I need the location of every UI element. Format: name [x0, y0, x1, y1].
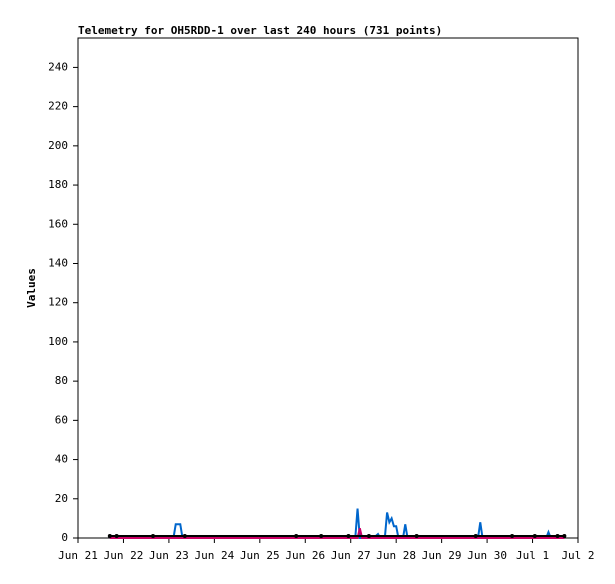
chart-title: Telemetry for OH5RDD-1 over last 240 hou… — [78, 24, 442, 37]
y-tick-label: 240 — [48, 60, 68, 73]
x-tick-label: Jul 1 — [516, 549, 549, 562]
point — [555, 534, 560, 539]
series-line — [109, 527, 565, 539]
point — [414, 534, 419, 539]
x-tick-label: Jul 2 — [561, 549, 594, 562]
y-tick-label: 40 — [55, 453, 68, 466]
x-tick-label: Jun 21 — [58, 549, 98, 562]
y-axis-label: Values — [25, 268, 38, 308]
point — [107, 534, 112, 539]
point — [182, 534, 187, 539]
y-tick-label: 120 — [48, 296, 68, 309]
y-tick-label: 80 — [55, 374, 68, 387]
x-tick-label: Jun 24 — [194, 549, 234, 562]
y-tick-label: 100 — [48, 335, 68, 348]
plot-frame — [77, 37, 579, 539]
point — [366, 534, 371, 539]
point — [114, 534, 119, 539]
x-tick-label: Jun 23 — [149, 549, 189, 562]
point — [319, 534, 324, 539]
x-tick-label: Jun 29 — [422, 549, 462, 562]
point — [562, 534, 567, 539]
y-tick-label: 180 — [48, 178, 68, 191]
point — [473, 534, 478, 539]
y-tick-label: 160 — [48, 217, 68, 230]
x-tick-label: Jun 30 — [467, 549, 507, 562]
y-tick-label: 20 — [55, 492, 68, 505]
x-tick-label: Jun 22 — [104, 549, 144, 562]
y-tick-label: 200 — [48, 139, 68, 152]
x-tick-label: Jun 28 — [376, 549, 416, 562]
y-tick-label: 0 — [61, 531, 68, 544]
y-tick-label: 60 — [55, 413, 68, 426]
point — [510, 534, 515, 539]
point — [532, 534, 537, 539]
x-tick-label: Jun 25 — [240, 549, 280, 562]
x-tick-label: Jun 27 — [331, 549, 371, 562]
point — [294, 534, 299, 539]
y-tick-label: 220 — [48, 100, 68, 113]
y-tick-label: 140 — [48, 256, 68, 269]
point — [346, 534, 351, 539]
series-line — [109, 508, 565, 539]
x-tick-label: Jun 26 — [285, 549, 325, 562]
point — [151, 534, 155, 539]
